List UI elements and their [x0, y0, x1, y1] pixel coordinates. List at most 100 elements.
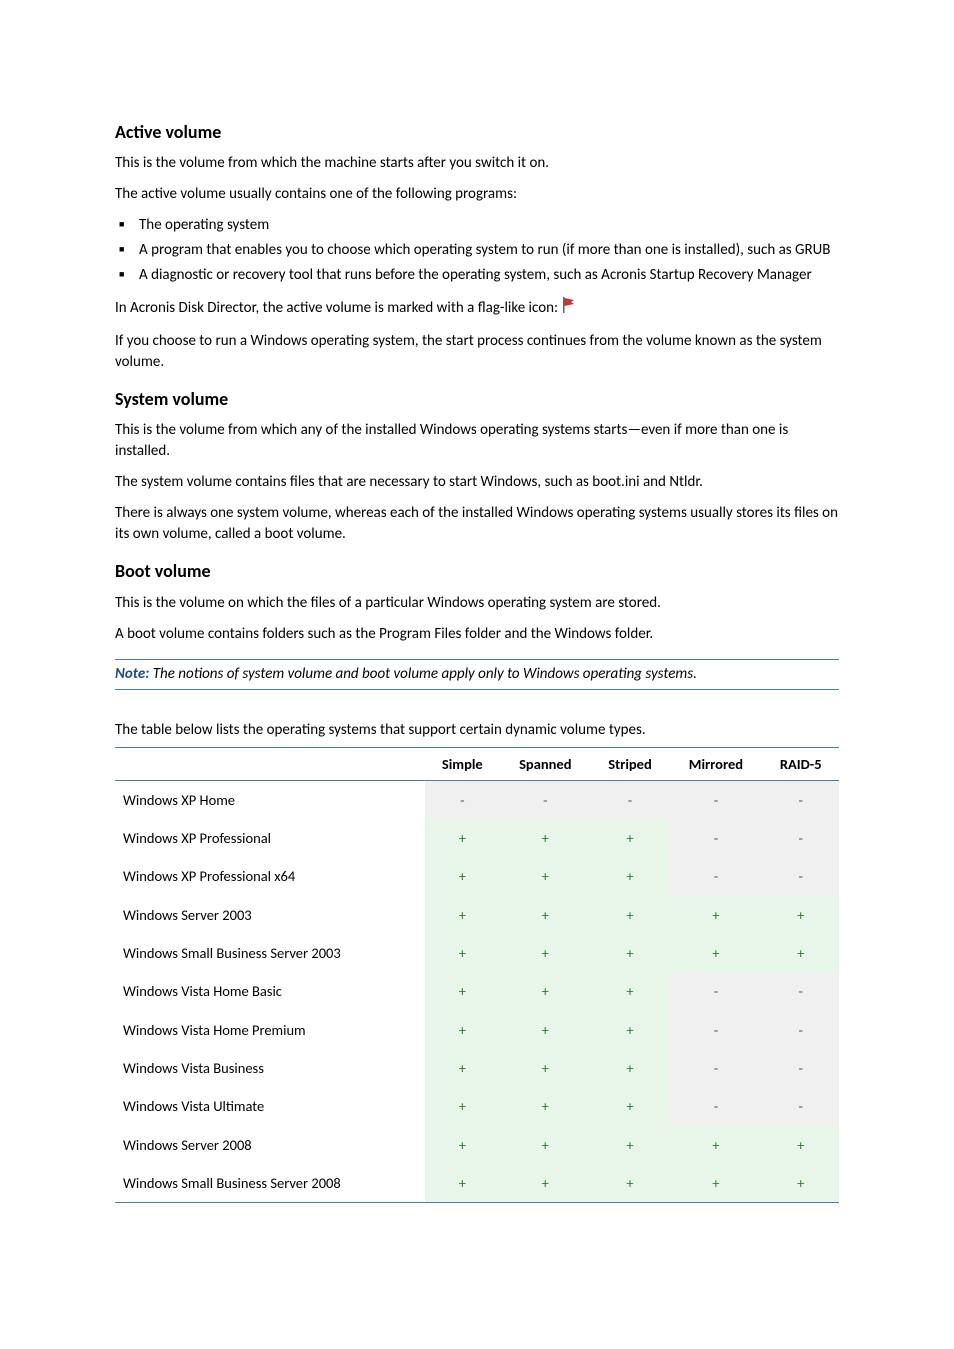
os-name-cell: Windows Small Business Server 2008	[115, 1164, 425, 1203]
support-cell: +	[591, 819, 670, 857]
support-cell: +	[591, 1011, 670, 1049]
support-cell: -	[591, 780, 670, 819]
support-cell: +	[500, 1164, 591, 1203]
column-header: Simple	[425, 747, 500, 780]
support-cell: +	[425, 1011, 500, 1049]
support-cell: +	[669, 896, 762, 934]
column-header	[115, 747, 425, 780]
table-row: Windows Server 2003+++++	[115, 896, 839, 934]
table-intro: The table below lists the operating syst…	[115, 720, 839, 741]
support-cell: +	[425, 819, 500, 857]
support-cell: +	[669, 1164, 762, 1203]
flag-icon	[561, 296, 577, 321]
note-block: Note: The notions of system volume and b…	[115, 659, 839, 690]
column-header: Spanned	[500, 747, 591, 780]
support-cell: -	[669, 1087, 762, 1125]
support-cell: -	[500, 780, 591, 819]
table-row: Windows Vista Home Premium+++--	[115, 1011, 839, 1049]
support-cell: +	[500, 819, 591, 857]
support-cell: +	[425, 1164, 500, 1203]
table-row: Windows Vista Home Basic+++--	[115, 972, 839, 1010]
support-cell: -	[669, 972, 762, 1010]
table-row: Windows XP Professional+++--	[115, 819, 839, 857]
support-cell: +	[500, 1011, 591, 1049]
support-cell: -	[762, 819, 839, 857]
support-cell: +	[425, 1049, 500, 1087]
os-name-cell: Windows XP Professional	[115, 819, 425, 857]
support-cell: +	[591, 896, 670, 934]
support-cell: +	[500, 896, 591, 934]
support-cell: -	[762, 780, 839, 819]
section-system-volume: System volume This is the volume from wh…	[115, 387, 839, 545]
paragraph: The active volume usually contains one o…	[115, 184, 839, 205]
column-header: Striped	[591, 747, 670, 780]
paragraph: This is the volume on which the files of…	[115, 593, 839, 614]
table-row: Windows Server 2008+++++	[115, 1126, 839, 1164]
column-header: RAID-5	[762, 747, 839, 780]
os-name-cell: Windows Server 2008	[115, 1126, 425, 1164]
support-cell: -	[669, 1049, 762, 1087]
paragraph: There is always one system volume, where…	[115, 503, 839, 545]
support-cell: +	[762, 934, 839, 972]
support-cell: +	[500, 1087, 591, 1125]
os-support-table: Simple Spanned Striped Mirrored RAID-5 W…	[115, 747, 839, 1204]
os-name-cell: Windows Vista Business	[115, 1049, 425, 1087]
support-cell: +	[500, 857, 591, 895]
note-text: The notions of system volume and boot vo…	[149, 665, 697, 683]
paragraph: This is the volume from which the machin…	[115, 153, 839, 174]
support-cell: +	[591, 1164, 670, 1203]
bullet-list: The operating system A program that enab…	[115, 215, 839, 286]
support-cell: -	[669, 1011, 762, 1049]
table-row: Windows Vista Ultimate+++--	[115, 1087, 839, 1125]
paragraph: If you choose to run a Windows operating…	[115, 331, 839, 373]
support-cell: +	[591, 1049, 670, 1087]
table-row: Windows XP Home-----	[115, 780, 839, 819]
support-cell: -	[762, 1087, 839, 1125]
heading-active-volume: Active volume	[115, 120, 839, 145]
support-cell: +	[425, 1087, 500, 1125]
list-item: A diagnostic or recovery tool that runs …	[115, 265, 839, 286]
section-boot-volume: Boot volume This is the volume on which …	[115, 559, 839, 644]
support-cell: +	[669, 1126, 762, 1164]
support-cell: +	[591, 1126, 670, 1164]
support-cell: +	[500, 1049, 591, 1087]
support-cell: -	[762, 857, 839, 895]
support-cell: -	[669, 819, 762, 857]
support-cell: +	[669, 934, 762, 972]
support-cell: +	[591, 972, 670, 1010]
support-cell: +	[425, 972, 500, 1010]
table-header-row: Simple Spanned Striped Mirrored RAID-5	[115, 747, 839, 780]
table-row: Windows Small Business Server 2008+++++	[115, 1164, 839, 1203]
paragraph: The system volume contains files that ar…	[115, 472, 839, 493]
support-cell: -	[425, 780, 500, 819]
support-cell: +	[591, 857, 670, 895]
support-cell: +	[762, 896, 839, 934]
text-run: In Acronis Disk Director, the active vol…	[115, 299, 561, 317]
support-cell: +	[762, 1164, 839, 1203]
paragraph: This is the volume from which any of the…	[115, 420, 839, 462]
support-cell: +	[591, 934, 670, 972]
support-cell: -	[669, 857, 762, 895]
support-cell: -	[762, 972, 839, 1010]
support-cell: +	[591, 1087, 670, 1125]
heading-boot-volume: Boot volume	[115, 559, 839, 584]
column-header: Mirrored	[669, 747, 762, 780]
os-name-cell: Windows Vista Ultimate	[115, 1087, 425, 1125]
table-row: Windows XP Professional x64+++--	[115, 857, 839, 895]
support-cell: +	[425, 896, 500, 934]
support-cell: +	[425, 857, 500, 895]
support-cell: +	[425, 934, 500, 972]
heading-system-volume: System volume	[115, 387, 839, 412]
section-active-volume: Active volume This is the volume from wh…	[115, 120, 839, 373]
support-cell: +	[500, 972, 591, 1010]
os-name-cell: Windows Small Business Server 2003	[115, 934, 425, 972]
support-cell: +	[762, 1126, 839, 1164]
table-row: Windows Vista Business+++--	[115, 1049, 839, 1087]
note-label: Note:	[115, 665, 149, 683]
support-cell: -	[762, 1049, 839, 1087]
list-item: A program that enables you to choose whi…	[115, 240, 839, 261]
os-name-cell: Windows Vista Home Basic	[115, 972, 425, 1010]
os-name-cell: Windows Vista Home Premium	[115, 1011, 425, 1049]
support-cell: -	[669, 780, 762, 819]
paragraph: In Acronis Disk Director, the active vol…	[115, 296, 839, 321]
